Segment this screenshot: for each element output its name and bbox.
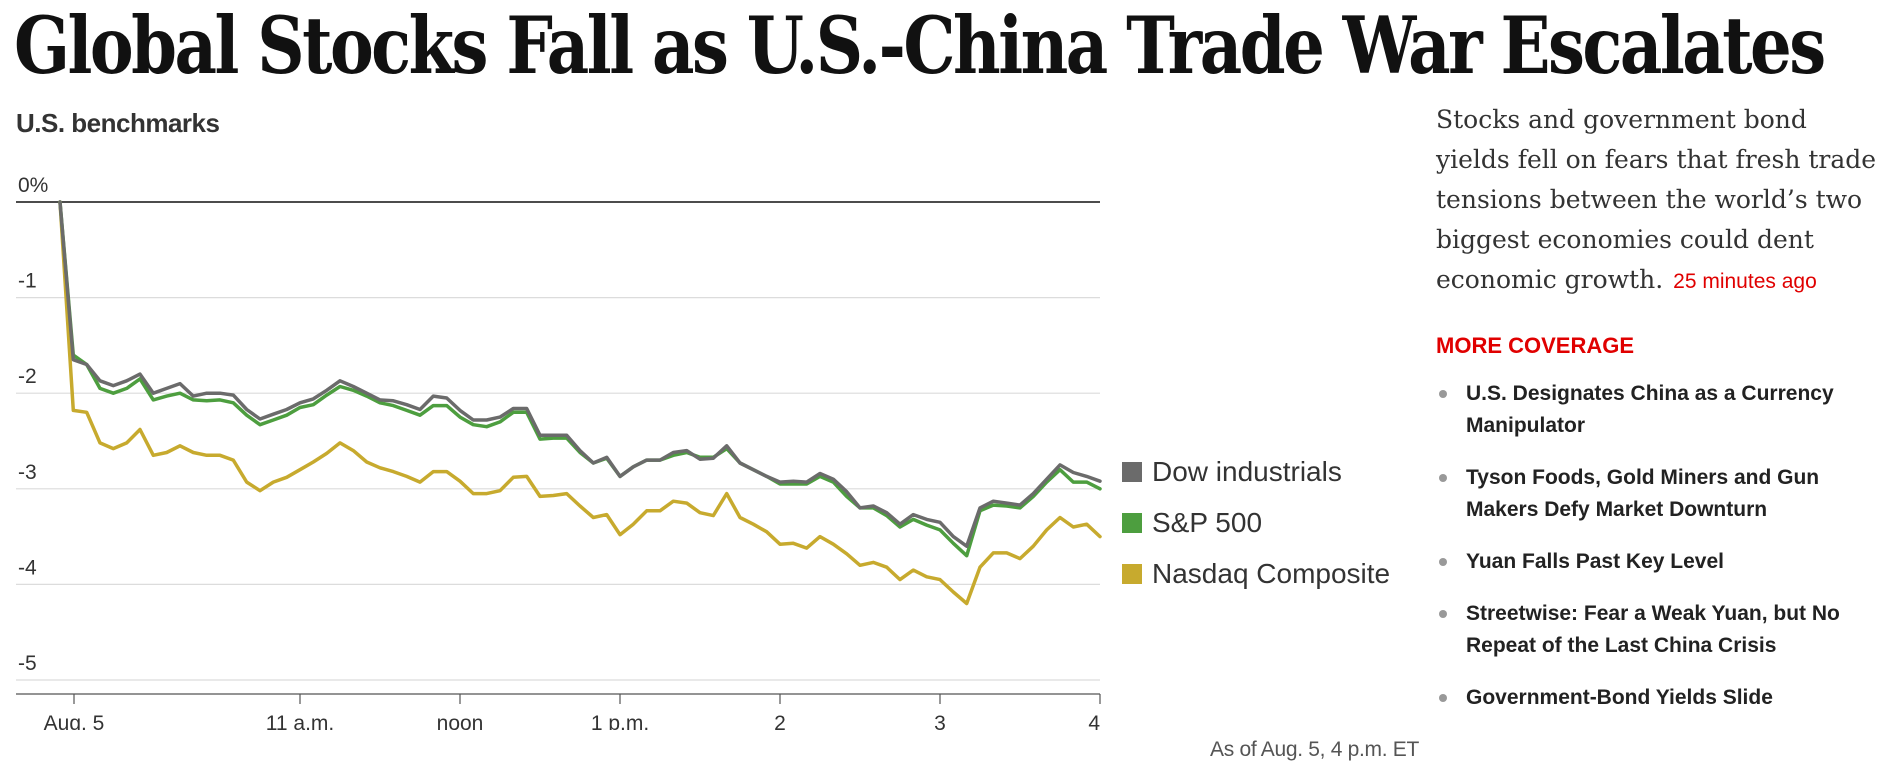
coverage-link-currency-manipulator[interactable]: U.S. Designates China as a Currency Mani… xyxy=(1436,378,1886,442)
series-lines xyxy=(58,200,1102,606)
legend-item-nasdaq: Nasdaq Composite xyxy=(1122,548,1390,599)
more-coverage-heading: MORE COVERAGE xyxy=(1436,333,1635,358)
coverage-list: U.S. Designates China as a Currency Mani… xyxy=(1436,378,1886,734)
y-tick-label: -5 xyxy=(18,652,37,675)
x-tick-label: 1 p.m. xyxy=(591,712,649,730)
legend-item-dow: Dow industrials xyxy=(1122,446,1390,497)
coverage-link-text[interactable]: Tyson Foods, Gold Miners and Gun Makers … xyxy=(1466,466,1820,521)
legend-label-nasdaq: Nasdaq Composite xyxy=(1152,557,1391,589)
series-line-s-p-500 xyxy=(58,200,1102,558)
legend-swatch-nasdaq xyxy=(1122,563,1142,584)
y-tick-label: -1 xyxy=(18,270,37,293)
timestamp: 25 minutes ago xyxy=(1673,270,1817,293)
as-of-note: As of Aug. 5, 4 p.m. ET xyxy=(1210,738,1420,761)
legend-swatch-dow xyxy=(1122,461,1142,482)
x-tick-label: noon xyxy=(437,712,484,730)
legend-swatch-sp500 xyxy=(1122,512,1142,533)
x-tick-label: 4 xyxy=(1088,712,1100,730)
article-summary: Stocks and government bond yields fell o… xyxy=(1436,100,1884,302)
coverage-link-streetwise[interactable]: Streetwise: Fear a Weak Yuan, but No Rep… xyxy=(1436,598,1886,662)
chart-title: U.S. benchmarks xyxy=(16,108,220,138)
y-tick-label: -2 xyxy=(18,365,37,388)
bullet-icon xyxy=(1439,474,1447,482)
summary-text: Stocks and government bond yields fell o… xyxy=(1436,105,1877,294)
coverage-link-text[interactable]: U.S. Designates China as a Currency Mani… xyxy=(1466,382,1834,437)
bullet-icon xyxy=(1439,610,1447,618)
coverage-link-text[interactable]: Streetwise: Fear a Weak Yuan, but No Rep… xyxy=(1466,602,1840,657)
bullet-icon xyxy=(1439,694,1447,702)
gridlines xyxy=(16,201,1100,681)
headline[interactable]: Global Stocks Fall as U.S.-China Trade W… xyxy=(14,0,1826,92)
x-tick-label: 3 xyxy=(934,712,946,730)
bullet-icon xyxy=(1439,390,1447,398)
line-chart: 0% -1 -2 -3 -4 -5 Aug. 5 11 a.m. noon 1 p.m. 2 3 4 xyxy=(16,174,1102,730)
coverage-link-yuan-falls[interactable]: Yuan Falls Past Key Level xyxy=(1436,546,1886,578)
series-line-dow-industrials xyxy=(58,200,1102,548)
coverage-link-text[interactable]: Yuan Falls Past Key Level xyxy=(1466,550,1724,573)
y-tick-label: -3 xyxy=(18,461,37,484)
bullet-icon xyxy=(1439,558,1447,566)
legend-label-dow: Dow industrials xyxy=(1152,455,1342,487)
y-tick-label: -4 xyxy=(18,556,37,579)
x-tick-label: 2 xyxy=(774,712,786,730)
x-tick-label: 11 a.m. xyxy=(266,712,334,730)
legend-label-sp500: S&P 500 xyxy=(1152,506,1263,538)
coverage-link-tyson-foods[interactable]: Tyson Foods, Gold Miners and Gun Makers … xyxy=(1436,462,1886,526)
coverage-link-text[interactable]: Government-Bond Yields Slide xyxy=(1466,686,1773,709)
axes: 0% -1 -2 -3 -4 -5 Aug. 5 11 a.m. noon 1 p.m. 2 3 4 xyxy=(16,174,1101,730)
legend-item-sp500: S&P 500 xyxy=(1122,497,1390,548)
coverage-link-bond-yields[interactable]: Government-Bond Yields Slide xyxy=(1436,682,1886,714)
y-tick-label: 0% xyxy=(18,174,48,197)
legend: Dow industrials S&P 500 Nasdaq Composite xyxy=(1122,446,1390,599)
x-tick-label: Aug. 5 xyxy=(44,712,105,730)
series-line-nasdaq-composite xyxy=(58,200,1102,606)
